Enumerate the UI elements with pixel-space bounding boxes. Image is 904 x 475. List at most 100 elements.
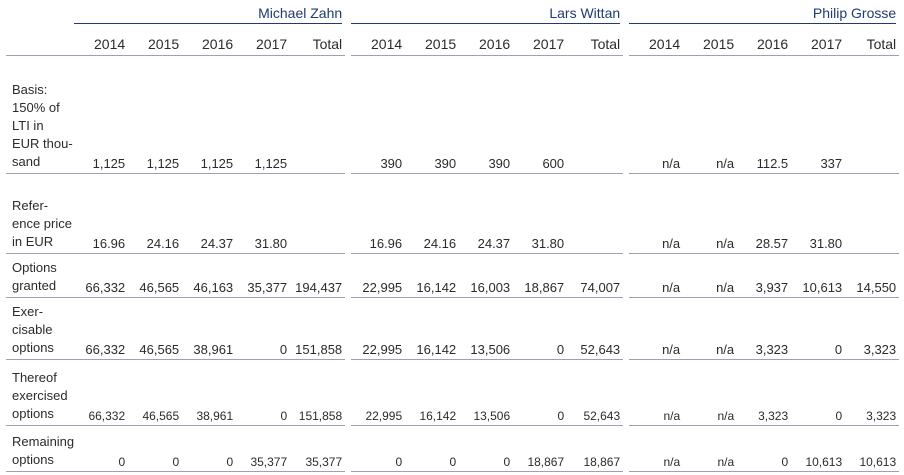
table-cell: 1,125 <box>74 56 129 174</box>
table-cell: 38,961 <box>182 298 237 360</box>
table-cell: 0 <box>236 298 291 360</box>
table-cell: 31.80 <box>236 174 291 254</box>
table-row: Remaining options 0 0 0 35,377 35,377 0 0 0 18,86… <box>6 426 900 472</box>
table-cell: 46,565 <box>128 360 183 426</box>
column-header: 2015 <box>405 26 460 56</box>
table-cell: n/a <box>683 254 738 298</box>
table-cell: 390 <box>405 56 460 174</box>
table-cell <box>567 174 624 254</box>
table-cell: 18,867 <box>513 254 568 298</box>
table-cell: 24.37 <box>182 174 237 254</box>
stock-options-table: Michael Zahn Lars Wittan Philip Grosse 2… <box>6 2 900 472</box>
table-cell: 24.16 <box>405 174 460 254</box>
column-header: Total <box>567 26 624 56</box>
table-cell <box>290 56 346 174</box>
column-header: 2017 <box>236 26 291 56</box>
table-cell: 151,858 <box>290 360 346 426</box>
table-cell: 3,323 <box>845 360 900 426</box>
table-cell: 66,332 <box>74 254 129 298</box>
table-cell: n/a <box>629 56 684 174</box>
row-label: Basis: 150% of LTI in EUR thou- sand <box>6 56 75 174</box>
table-cell: 1,125 <box>128 56 183 174</box>
column-header: 2014 <box>629 26 684 56</box>
table-cell: 1,125 <box>182 56 237 174</box>
column-header: 2014 <box>351 26 406 56</box>
table-cell: n/a <box>683 174 738 254</box>
table-cell: 14,550 <box>845 254 900 298</box>
table-cell: 0 <box>74 426 129 472</box>
table-cell: n/a <box>683 360 738 426</box>
person-header-row: Michael Zahn Lars Wittan Philip Grosse <box>6 2 899 26</box>
table-cell: 46,565 <box>128 254 183 298</box>
table-row: Exer- cisable options 66,332 46,565 38,961 0… <box>6 298 900 360</box>
table-cell: 0 <box>513 298 568 360</box>
row-label: Thereof exercised options <box>6 360 75 426</box>
table-cell: 18,867 <box>567 426 624 472</box>
table-cell: 22,995 <box>351 360 406 426</box>
column-header: 2016 <box>459 26 514 56</box>
row-label: Refer- ence price in EUR <box>6 174 75 254</box>
table-cell: 28.57 <box>737 174 792 254</box>
table-cell: 46,565 <box>128 298 183 360</box>
table-cell: 112.5 <box>737 56 792 174</box>
table-cell: 16,142 <box>405 254 460 298</box>
table-cell: n/a <box>683 426 738 472</box>
table-cell <box>845 56 900 174</box>
column-header: 2016 <box>737 26 792 56</box>
table-cell: 1,125 <box>236 56 291 174</box>
table-cell: n/a <box>629 298 684 360</box>
column-header: Total <box>290 26 346 56</box>
table-cell: 10,613 <box>845 426 900 472</box>
table-cell: 31.80 <box>791 174 846 254</box>
year-header-row: 2014 2015 2016 2017 Total 2014 2015 2016… <box>6 26 900 56</box>
table-cell <box>845 174 900 254</box>
table-cell: 35,377 <box>236 426 291 472</box>
table-row: Options granted 66,332 46,565 46,163 35,377 1… <box>6 254 900 298</box>
table-cell: 22,995 <box>351 298 406 360</box>
table-cell: 0 <box>128 426 183 472</box>
table-cell: 52,643 <box>567 360 624 426</box>
table-cell: 24.16 <box>128 174 183 254</box>
column-header: 2014 <box>74 26 129 56</box>
table-cell <box>567 56 624 174</box>
table-row: Basis: 150% of LTI in EUR thou- sand 1,12… <box>6 56 900 174</box>
table-row: Thereof exercised options 66,332 46,565 38,… <box>6 360 900 426</box>
table-cell: 38,961 <box>182 360 237 426</box>
table-cell: 10,613 <box>791 254 846 298</box>
table-cell: n/a <box>629 360 684 426</box>
table-cell: 0 <box>791 298 846 360</box>
table-cell: 0 <box>236 360 291 426</box>
table-body: Basis: 150% of LTI in EUR thou- sand 1,12… <box>6 56 900 472</box>
table-cell <box>290 174 346 254</box>
person-name: Lars Wittan <box>351 5 621 24</box>
table-cell: 337 <box>791 56 846 174</box>
column-header: 2016 <box>182 26 237 56</box>
table-cell: 3,323 <box>845 298 900 360</box>
table-cell: 13,506 <box>459 298 514 360</box>
table-cell: 46,163 <box>182 254 237 298</box>
table-cell: 16,142 <box>405 298 460 360</box>
row-label: Exer- cisable options <box>6 298 75 360</box>
table-cell: 390 <box>351 56 406 174</box>
table-cell: 194,437 <box>290 254 346 298</box>
table-cell: 22,995 <box>351 254 406 298</box>
table-cell: 151,858 <box>290 298 346 360</box>
column-header: 2015 <box>683 26 738 56</box>
column-header: Total <box>845 26 900 56</box>
table-cell: 390 <box>459 56 514 174</box>
table-cell: 3,323 <box>737 298 792 360</box>
column-header: 2017 <box>513 26 568 56</box>
person-name: Michael Zahn <box>74 5 343 24</box>
table-cell: 66,332 <box>74 298 129 360</box>
table-cell: 18,867 <box>513 426 568 472</box>
table-cell: 0 <box>182 426 237 472</box>
table-cell: 35,377 <box>290 426 346 472</box>
table-cell: 52,643 <box>567 298 624 360</box>
table-cell: 31.80 <box>513 174 568 254</box>
table-cell: 600 <box>513 56 568 174</box>
table-row: Refer- ence price in EUR 16.96 24.16 24.37 3… <box>6 174 900 254</box>
table-cell: 3,937 <box>737 254 792 298</box>
table-cell: 16,003 <box>459 254 514 298</box>
table-cell: n/a <box>683 56 738 174</box>
